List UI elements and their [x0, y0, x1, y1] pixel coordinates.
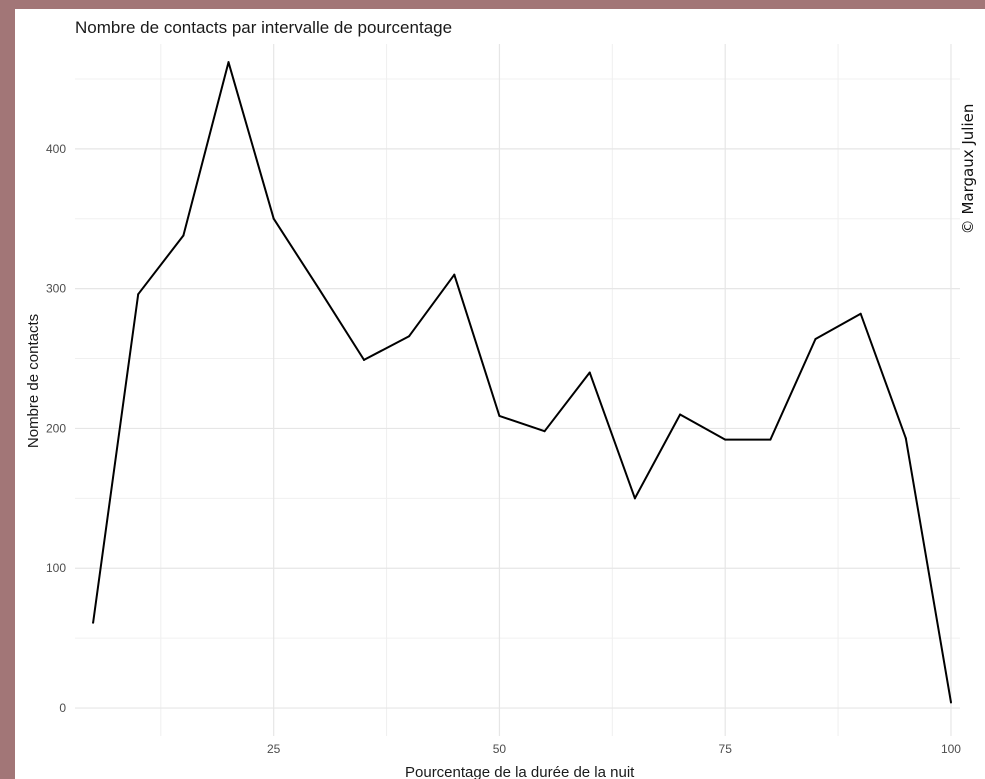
data-point [904, 437, 907, 440]
x-tick-label: 50 [493, 742, 507, 756]
data-point [92, 621, 95, 624]
y-tick-label: 400 [46, 142, 66, 156]
data-point [453, 273, 456, 276]
data-point [362, 358, 365, 361]
line-chart: Nombre de contacts par intervalle de pou… [25, 18, 977, 779]
y-tick-label: 300 [46, 282, 66, 296]
data-point [769, 438, 772, 441]
data-point [633, 497, 636, 500]
data-point [679, 413, 682, 416]
data-point [724, 438, 727, 441]
x-tick-label: 100 [941, 742, 961, 756]
data-point [272, 217, 275, 220]
y-axis-title: Nombre de contacts [25, 314, 42, 448]
data-point [182, 234, 185, 237]
y-tick-label: 0 [59, 701, 66, 715]
data-point [137, 293, 140, 296]
series-line [92, 61, 952, 703]
data-point [498, 414, 501, 417]
data-point [949, 701, 952, 704]
chart-title: Nombre de contacts par intervalle de pou… [75, 18, 452, 37]
data-point [227, 61, 230, 64]
chart-canvas: Nombre de contacts par intervalle de pou… [15, 9, 985, 779]
y-tick-label: 200 [46, 421, 66, 435]
y-tick-label: 100 [46, 561, 66, 575]
data-point [859, 312, 862, 315]
x-tick-label: 75 [719, 742, 733, 756]
data-point [317, 287, 320, 290]
y-axis-ticks: 0 100 200 300 400 [46, 142, 66, 715]
data-point [543, 430, 546, 433]
data-point [588, 371, 591, 374]
copyright-credit: © Margaux Julien [959, 104, 977, 235]
minor-gridlines [75, 44, 960, 736]
data-point [814, 337, 817, 340]
major-gridlines [75, 44, 960, 736]
x-axis-title: Pourcentage de la durée de la nuit [405, 764, 635, 779]
x-tick-label: 25 [267, 742, 281, 756]
data-point [408, 335, 411, 338]
x-axis-ticks: 25 50 75 100 [267, 742, 961, 756]
series-layer [92, 61, 952, 704]
